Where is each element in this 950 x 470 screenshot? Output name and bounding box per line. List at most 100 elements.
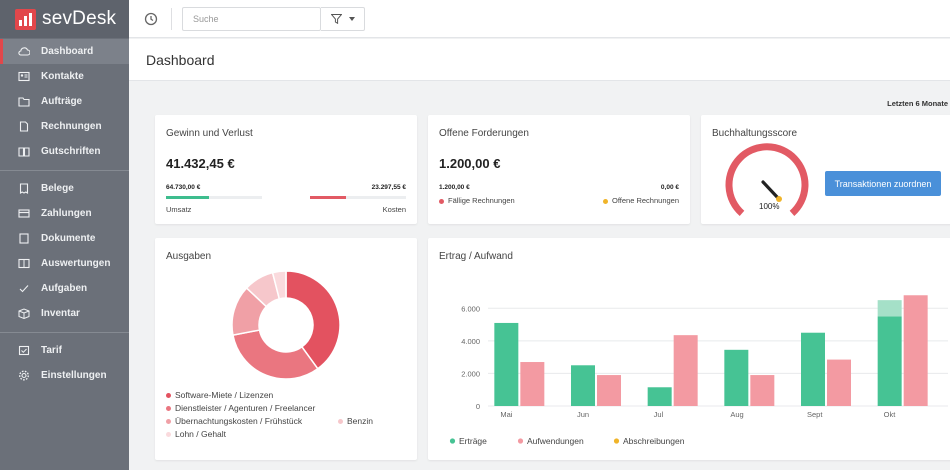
brand-logo[interactable]: sevDesk <box>0 0 129 38</box>
sidebar-item-label: Inventar <box>41 308 80 319</box>
folder-icon <box>17 96 31 108</box>
sidebar: sevDesk Dashboard Kontakte Aufträge Rechnun… <box>0 0 129 470</box>
bar-erträge <box>877 316 902 406</box>
profit-loss-card: Gewinn und Verlust 41.432,45 € 64.730,00… <box>155 115 417 224</box>
donut-slice[interactable] <box>285 270 341 370</box>
legend-dot-icon <box>166 393 171 399</box>
filter-button[interactable] <box>321 6 365 31</box>
sidebar-item-einstellungen[interactable]: Einstellungen <box>0 363 129 388</box>
legend-item[interactable]: Software-Miete / Lizenzen <box>166 390 273 400</box>
clock-icon[interactable] <box>144 12 158 26</box>
sidebar-item-label: Aufgaben <box>41 283 88 294</box>
due-label: Fällige Rechnungen <box>448 196 515 205</box>
sidebar-item-auftr-ge[interactable]: Aufträge <box>0 89 129 114</box>
book-icon <box>17 146 31 158</box>
x-tick-label: Okt <box>884 410 897 419</box>
receivables-card: Offene Forderungen 1.200,00 € 1.200,00 €… <box>428 115 690 224</box>
bar-erträge <box>647 387 672 406</box>
receivables-total: 1.200,00 € <box>439 156 501 171</box>
sidebar-nav: Dashboard Kontakte Aufträge Rechnungen Gutsc… <box>0 38 129 388</box>
x-tick-label: Aug <box>730 410 743 419</box>
due-legend: Fällige Rechnungen <box>439 196 515 205</box>
revenue-bar <box>166 196 262 199</box>
sidebar-item-rechnungen[interactable]: Rechnungen <box>0 114 129 139</box>
donut-slice[interactable] <box>271 270 287 300</box>
sidebar-item-zahlungen[interactable]: Zahlungen <box>0 201 129 226</box>
score-value: 100% <box>759 202 779 211</box>
sidebar-item-kontakte[interactable]: Kontakte <box>0 64 129 89</box>
bar-aufwendungen <box>673 335 698 406</box>
caret-down-icon <box>348 16 355 21</box>
legend-item[interactable]: Übernachtungskosten / Frühstück <box>166 416 302 426</box>
bar-erträge <box>801 332 825 406</box>
sidebar-divider <box>0 332 129 333</box>
sidebar-item-label: Einstellungen <box>41 370 107 381</box>
page-header: Dashboard <box>129 39 950 81</box>
x-tick-label: Jul <box>654 410 664 419</box>
check-icon <box>17 283 31 295</box>
cost-value: 23.297,55 € <box>371 184 406 191</box>
score-card: Buchhaltungsscore 100% Transaktionen zuo… <box>701 115 950 224</box>
gear-icon <box>17 370 31 382</box>
revenue-expense-card: Ertrag / Aufwand 0 2.000 4.000 6.000 Mai Jun J… <box>428 238 950 460</box>
logo-bars-icon <box>15 8 36 30</box>
gauge-needle <box>761 180 780 200</box>
due-value: 1.200,00 € <box>439 184 470 191</box>
due-dot-icon <box>439 198 444 204</box>
legend-label: Aufwendungen <box>527 436 584 446</box>
sidebar-item-label: Auswertungen <box>41 258 111 269</box>
revenue-expense-chart: 0 2.000 4.000 6.000 Mai Jun Jul Aug Sept Okt Erträ… <box>449 295 948 446</box>
period-selector[interactable]: Letzten 6 Monate <box>887 99 948 108</box>
y-tick-label: 6.000 <box>461 304 480 313</box>
legend-dot-icon <box>166 406 171 412</box>
sidebar-item-label: Belege <box>41 183 74 194</box>
y-tick-label: 2.000 <box>461 369 480 378</box>
card-title: Ausgaben <box>166 251 212 262</box>
sidebar-item-label: Kontakte <box>41 71 84 82</box>
legend-label: Erträge <box>459 436 487 446</box>
bar-aufwendungen <box>903 295 928 406</box>
cost-bar <box>310 196 406 199</box>
assign-transactions-button[interactable]: Transaktionen zuordnen <box>825 171 941 196</box>
sidebar-item-label: Dashboard <box>41 46 94 57</box>
sidebar-item-dashboard[interactable]: Dashboard <box>0 39 129 64</box>
brand-name: sevDesk <box>42 8 117 29</box>
y-tick-label: 0 <box>476 402 480 411</box>
y-tick-label: 4.000 <box>461 337 480 346</box>
x-tick-label: Mai <box>500 410 512 419</box>
sidebar-item-tarif[interactable]: Tarif <box>0 338 129 363</box>
sidebar-divider <box>0 170 129 171</box>
open-value: 0,00 € <box>660 184 679 191</box>
card-title: Buchhaltungsscore <box>712 128 798 139</box>
legend-dot-icon <box>338 419 343 425</box>
sidebar-item-gutschriften[interactable]: Gutschriften <box>0 139 129 164</box>
legend-dot-icon <box>517 438 524 444</box>
bar-erträge <box>571 365 595 406</box>
sidebar-item-label: Aufträge <box>41 96 83 107</box>
revenue-label: Umsatz <box>166 205 192 214</box>
legend-item[interactable]: Benzin <box>338 416 373 426</box>
x-tick-label: Jun <box>577 410 589 419</box>
contacts-icon <box>17 71 31 83</box>
expenses-donut <box>231 270 341 380</box>
bar-aufwendungen <box>827 359 851 406</box>
card-title: Offene Forderungen <box>439 128 529 139</box>
sidebar-item-belege[interactable]: Belege <box>0 176 129 201</box>
score-gauge: 100% <box>725 143 809 217</box>
cost-label: Kosten <box>382 205 406 214</box>
sidebar-item-label: Rechnungen <box>41 121 102 132</box>
legend-item[interactable]: Lohn / Gehalt <box>166 429 226 439</box>
filter-icon <box>330 13 342 24</box>
sidebar-item-auswertungen[interactable]: Auswertungen <box>0 251 129 276</box>
legend-label: Benzin <box>347 416 373 426</box>
bar-erträge <box>724 349 749 406</box>
sidebar-item-inventar[interactable]: Inventar <box>0 301 129 326</box>
legend-label: Lohn / Gehalt <box>175 429 227 439</box>
sidebar-item-aufgaben[interactable]: Aufgaben <box>0 276 129 301</box>
legend-item[interactable]: Dienstleister / Agenturen / Freelancer <box>166 403 315 413</box>
profit-total: 41.432,45 € <box>166 156 235 171</box>
bar-erträge <box>494 322 519 406</box>
donut-slice[interactable] <box>232 329 319 380</box>
search-input[interactable] <box>182 6 321 31</box>
sidebar-item-dokumente[interactable]: Dokumente <box>0 226 129 251</box>
